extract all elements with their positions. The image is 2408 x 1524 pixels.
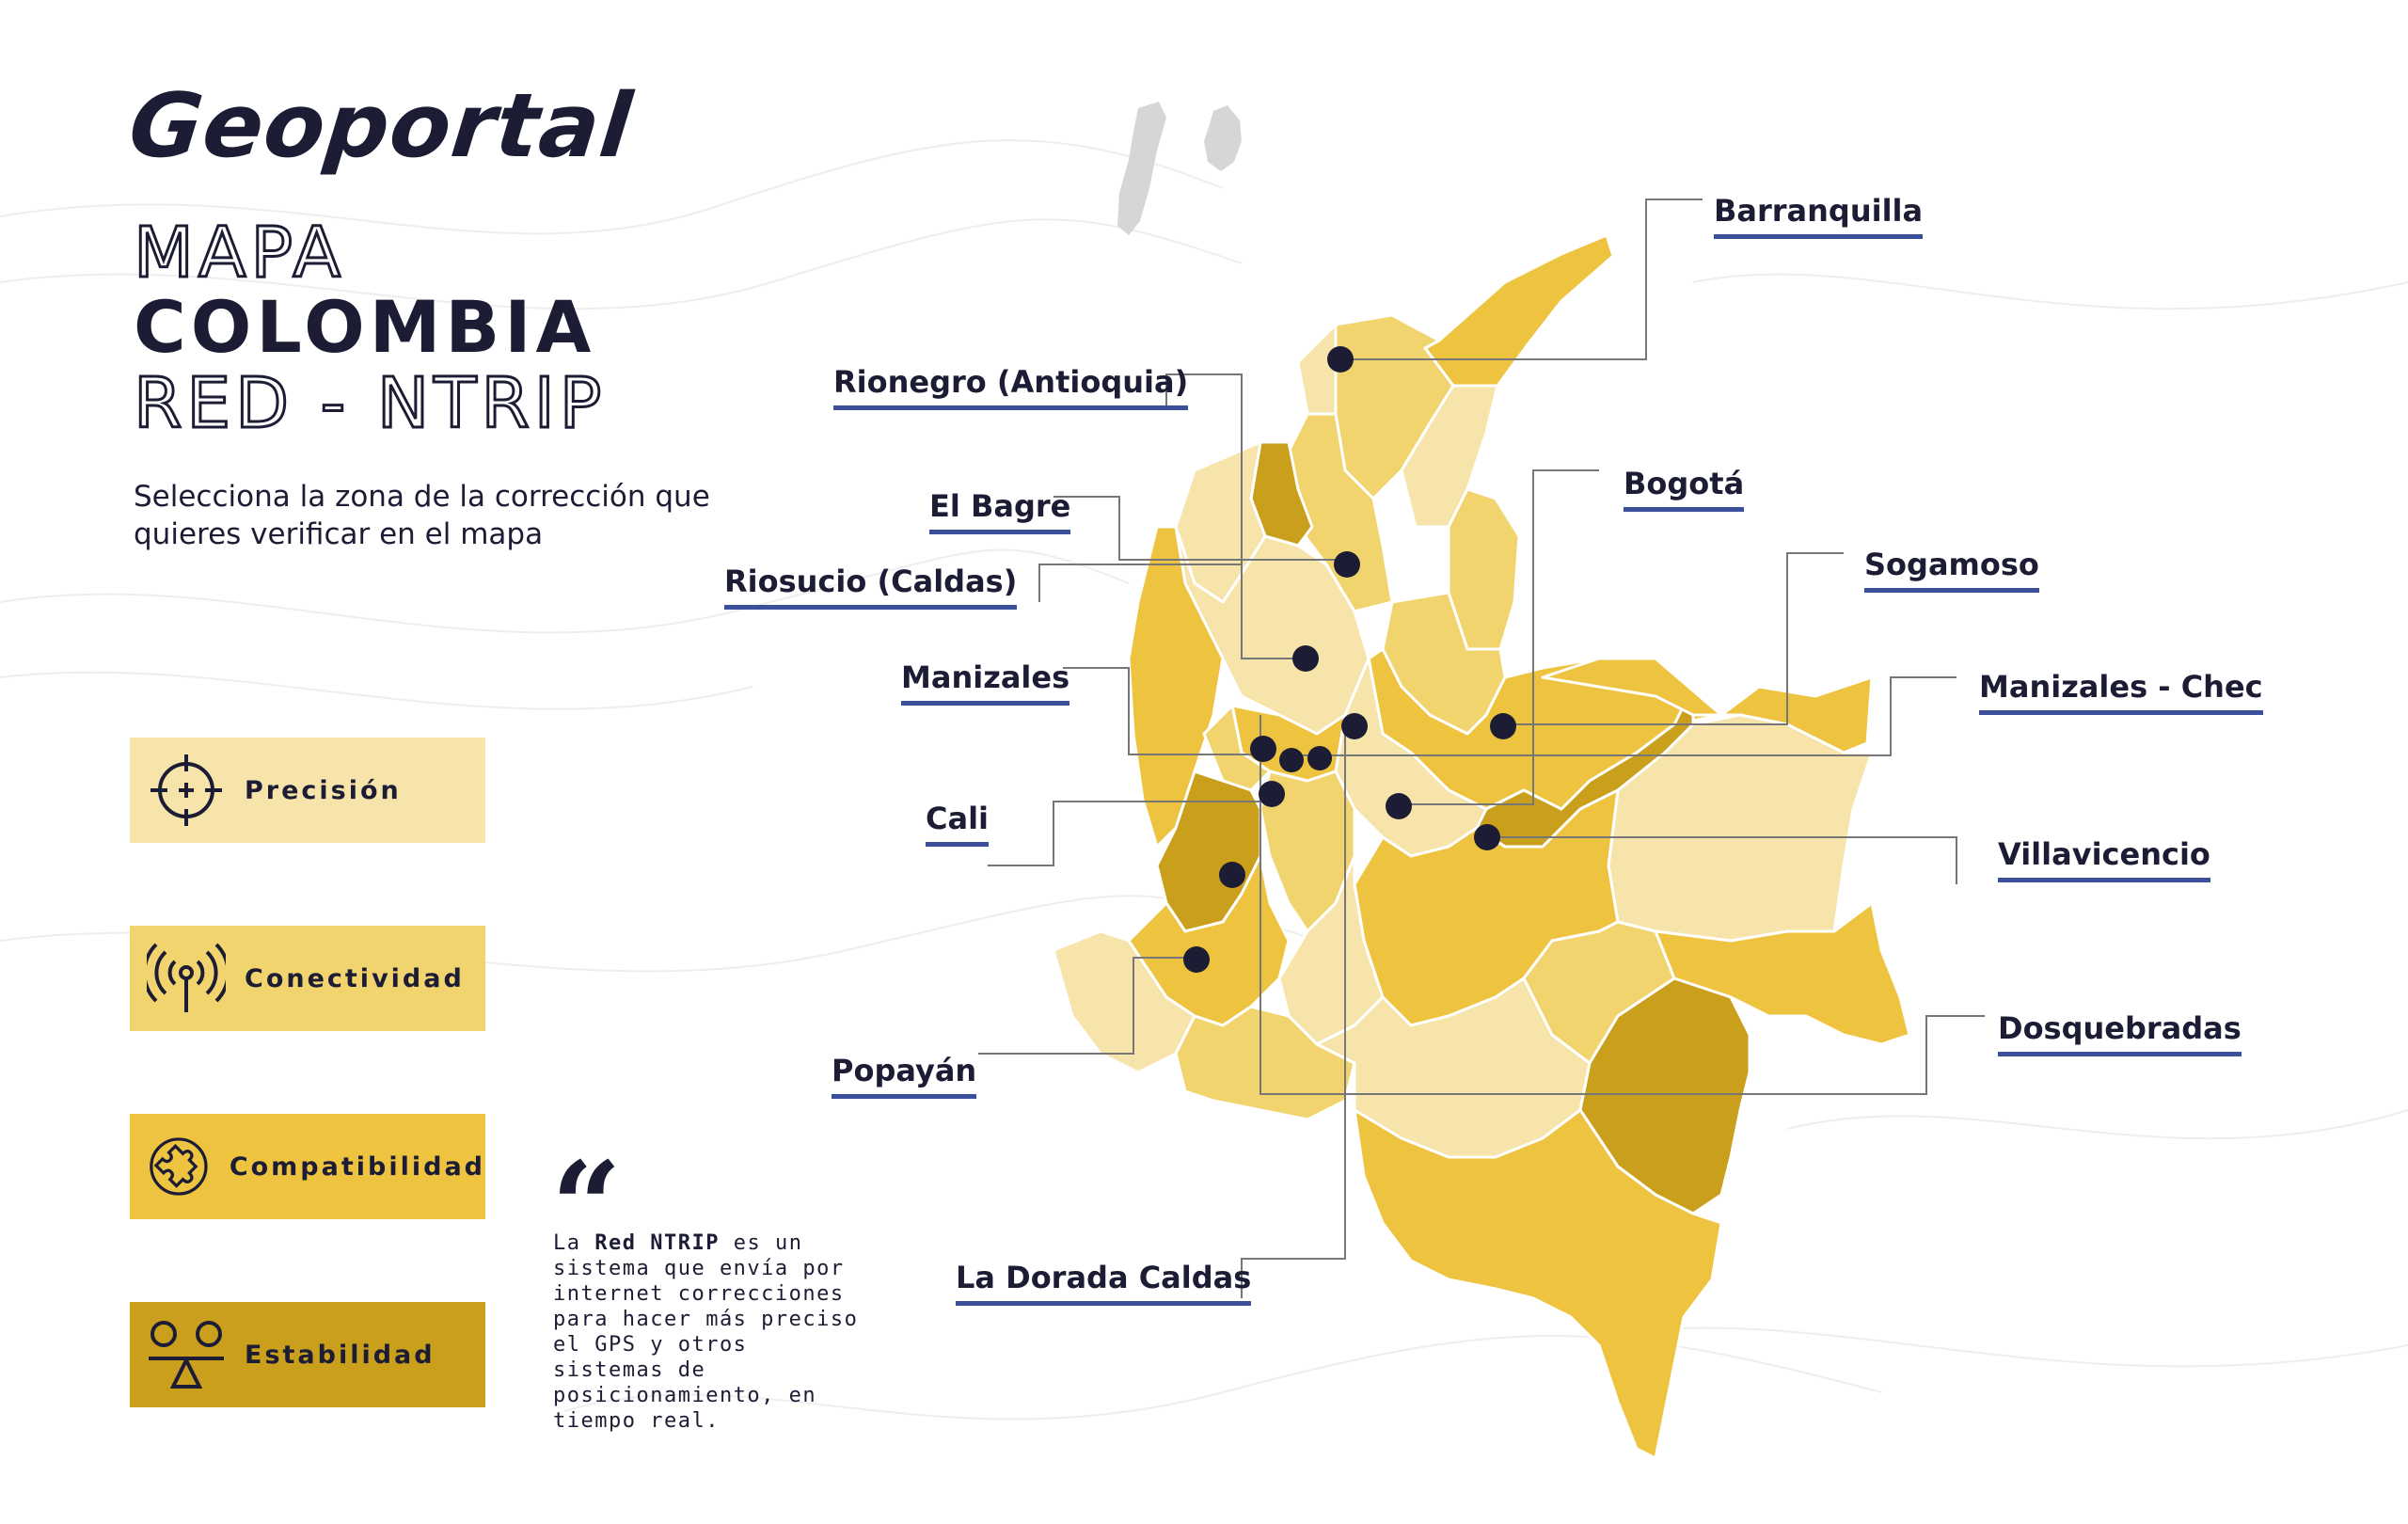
- city-label-sogamoso[interactable]: Sogamoso: [1864, 548, 2039, 593]
- feature-label: Conectividad: [245, 963, 465, 993]
- city-label-cali[interactable]: Cali: [926, 802, 990, 847]
- antenna-signal-icon: [147, 943, 226, 1012]
- city-label-popayan[interactable]: Popayán: [832, 1054, 977, 1099]
- city-label-dosquebradas[interactable]: Dosquebradas: [1998, 1011, 2242, 1056]
- department-guajira: [1423, 233, 1615, 388]
- department-amazonas: [1353, 1108, 1723, 1460]
- stations[interactable]: [1183, 346, 1516, 973]
- city-label-riosucio[interactable]: Riosucio (Caldas): [724, 564, 1018, 610]
- subtitle: Selecciona la zona de la corrección que …: [134, 480, 710, 551]
- station-manizales-chec: [1307, 746, 1332, 770]
- city-label-el-bagre[interactable]: El Bagre: [929, 489, 1071, 534]
- quote-text: La Red NTRIP es un sistema que envía por…: [553, 1231, 859, 1433]
- leader-lines: [978, 198, 1985, 1298]
- city-label-la-dorada[interactable]: La Dorada Caldas: [956, 1261, 1252, 1306]
- feature-estabilidad: Estabilidad: [130, 1302, 485, 1407]
- title-mapa: MAPA: [133, 213, 345, 294]
- city-label-barranquilla[interactable]: Barranquilla: [1714, 194, 1924, 239]
- station-rionegro: [1292, 645, 1319, 672]
- quote-mark-icon: “: [551, 1135, 622, 1278]
- feature-compatibilidad: Compatibilidad: [130, 1114, 485, 1219]
- city-label-manizales[interactable]: Manizales: [901, 660, 1070, 706]
- feature-label: Estabilidad: [245, 1340, 436, 1370]
- city-label-villavicencio[interactable]: Villavicencio: [1998, 837, 2210, 882]
- station-riosucio: [1250, 736, 1276, 762]
- balance-icon: [149, 1321, 224, 1389]
- feature-conectividad: Conectividad: [130, 926, 485, 1031]
- feature-label: Precisión: [245, 775, 402, 805]
- station-popayan: [1183, 946, 1210, 973]
- department-arauca: [1541, 657, 1874, 754]
- quote-highlight: Red NTRIP: [594, 1231, 720, 1255]
- station-villavicencio: [1474, 824, 1500, 850]
- station-manizales: [1279, 748, 1304, 772]
- station-cali: [1219, 862, 1245, 888]
- title-colombia: COLOMBIA: [134, 285, 596, 369]
- station-sogamoso: [1490, 713, 1516, 739]
- station-el-bagre: [1334, 551, 1360, 578]
- department-atlantico: [1296, 323, 1338, 416]
- feature-label: Compatibilidad: [229, 1151, 485, 1182]
- station-la-dorada: [1341, 713, 1368, 739]
- city-label-rionegro[interactable]: Rionegro (Antioquia): [833, 365, 1189, 410]
- department-guainia: [1654, 901, 1911, 1046]
- station-dosquebradas: [1259, 781, 1285, 807]
- puzzle-icon: [150, 1137, 208, 1196]
- station-bogota: [1386, 793, 1412, 819]
- city-label-bogota[interactable]: Bogotá: [1624, 467, 1745, 512]
- station-barranquilla: [1327, 346, 1354, 373]
- crosshair-icon: [150, 754, 222, 826]
- san-andres-islands: [1117, 102, 1242, 235]
- city-label-manizales-chec[interactable]: Manizales - Chec: [1979, 670, 2263, 715]
- title-red-ntrip: RED - NTRIP: [132, 363, 607, 444]
- feature-precision: Precisión: [130, 738, 485, 843]
